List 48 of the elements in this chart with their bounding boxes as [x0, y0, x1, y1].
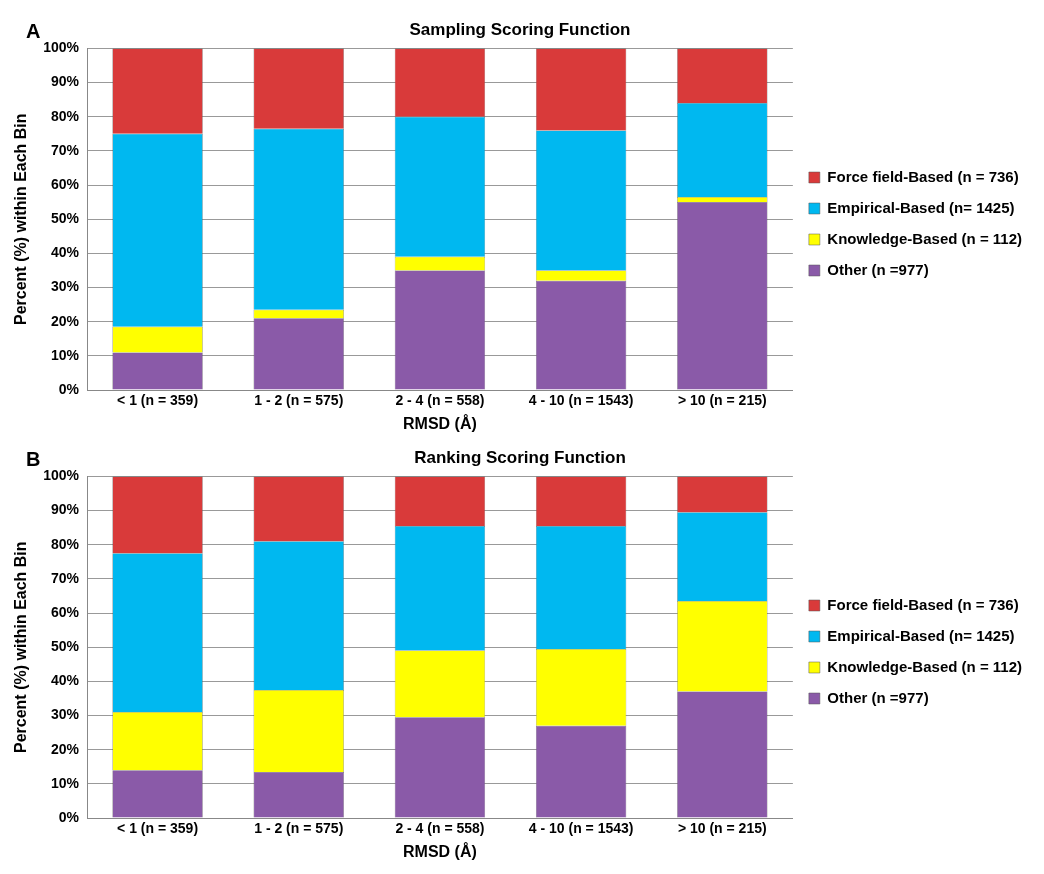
- text: B: [26, 447, 41, 470]
- x-tick-label: > 10 (n = 215): [677, 392, 767, 409]
- y-axis-title: Percent (%) within Each Bin: [12, 541, 30, 753]
- y-tick-label: 30%: [50, 278, 80, 295]
- legend-label: Knowledge-Based (n = 112): [827, 657, 1023, 675]
- x-tick-label: 4 - 10 (n = 1543): [528, 820, 634, 837]
- y-tick-label: 10%: [50, 774, 80, 791]
- y-tick-label: 50%: [50, 210, 80, 227]
- y-tick-label: 80%: [50, 107, 80, 124]
- y-tick-label: 100%: [43, 39, 80, 56]
- legend-label: Other (n =977): [827, 260, 929, 278]
- y-tick-label: 0%: [58, 380, 80, 397]
- y-axis-title: Percent (%) within Each Bin: [12, 113, 30, 325]
- y-tick-label: 10%: [50, 346, 80, 363]
- y-tick-label: 90%: [50, 73, 80, 90]
- legend-label: Empirical-Based (n= 1425): [827, 198, 1015, 216]
- y-tick-label: 90%: [50, 501, 80, 518]
- chart-title: Sampling Scoring Function: [409, 19, 631, 39]
- y-tick-label: 70%: [50, 569, 80, 586]
- x-axis-title: RMSD (Å): [403, 413, 477, 432]
- legend-label: Force field-Based (n = 736): [827, 595, 1019, 613]
- x-axis-title: RMSD (Å): [403, 841, 477, 860]
- y-tick-label: 40%: [50, 244, 80, 261]
- y-tick-label: 50%: [50, 638, 80, 655]
- y-tick-label: 80%: [50, 535, 80, 552]
- x-tick-label: 2 - 4 (n = 558): [395, 820, 485, 837]
- chart-title: Ranking Scoring Function: [414, 447, 626, 467]
- y-tick-label: 60%: [50, 175, 80, 192]
- y-tick-label: 0%: [58, 808, 80, 825]
- legend-label: Other (n =977): [827, 688, 929, 706]
- x-tick-label: 2 - 4 (n = 558): [395, 392, 485, 409]
- x-tick-label: < 1 (n = 359): [117, 392, 199, 409]
- text: A: [26, 19, 41, 42]
- y-tick-label: 40%: [50, 672, 80, 689]
- legend-label: Empirical-Based (n= 1425): [827, 626, 1015, 644]
- x-tick-label: 1 - 2 (n = 575): [254, 820, 344, 837]
- x-tick-label: 1 - 2 (n = 575): [254, 392, 344, 409]
- y-tick-label: 20%: [50, 312, 80, 329]
- y-tick-label: 30%: [50, 706, 80, 723]
- legend-label: Force field-Based (n = 736): [827, 167, 1019, 185]
- y-tick-label: 70%: [50, 141, 80, 158]
- y-tick-label: 60%: [50, 603, 80, 620]
- x-tick-label: 4 - 10 (n = 1543): [528, 392, 634, 409]
- y-tick-label: 20%: [50, 740, 80, 757]
- y-tick-label: 100%: [43, 467, 80, 484]
- legend-label: Knowledge-Based (n = 112): [827, 229, 1023, 247]
- x-tick-label: < 1 (n = 359): [117, 820, 199, 837]
- x-tick-label: > 10 (n = 215): [677, 820, 767, 837]
